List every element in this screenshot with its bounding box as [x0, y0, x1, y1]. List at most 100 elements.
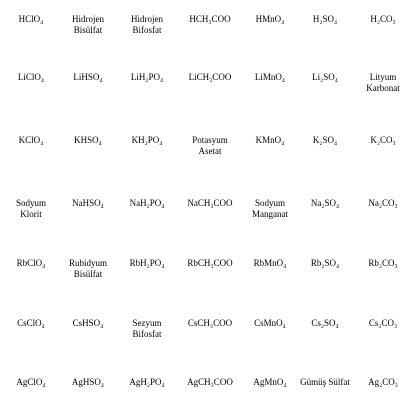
compound-label-line: KMnO₄	[255, 135, 285, 145]
compound-label-line: Bifosfat	[132, 25, 162, 35]
compound-label-line: Hidrojen	[72, 14, 104, 24]
compound-label-line: LiCH₃COO	[188, 72, 232, 82]
compound-cell: H₂SO₄	[297, 14, 353, 25]
compound-label-line: RbCH₃COO	[187, 258, 233, 268]
compound-cell: LiMnO₄	[242, 72, 298, 83]
compound-cell: RbClO₄	[3, 258, 59, 269]
compound-cell: Na₂SO₄	[297, 198, 353, 209]
compound-label-line: Cs₂CO₃	[368, 318, 398, 328]
compound-cell: H₂CO₃	[355, 14, 411, 25]
compound-cell: CsMnO₄	[242, 318, 298, 329]
compound-label-line: KH₂PO₄	[131, 135, 163, 145]
compound-label-line: Asetat	[198, 146, 222, 156]
compound-cell: KMnO₄	[242, 135, 298, 146]
compound-cell: HClO₄	[3, 14, 59, 25]
compound-label-line: HMnO₄	[255, 14, 285, 24]
compound-label-line: Hidrojen	[131, 14, 163, 24]
compound-label-line: RbH₂PO₄	[129, 258, 165, 268]
compound-label-line: Sezyum	[132, 318, 162, 328]
compound-label-line: LiH₂PO₄	[130, 72, 164, 82]
compound-label-line: KClO₄	[18, 135, 44, 145]
compound-label-line: H₂SO₄	[312, 14, 338, 24]
compound-cell: HCH₃COO	[182, 14, 238, 25]
compound-cell: KH₂PO₄	[119, 135, 175, 146]
compound-label-line: AgCH₃COO	[187, 377, 233, 387]
compound-cell: CsHSO₄	[60, 318, 116, 329]
compound-cell: KHSO₄	[60, 135, 116, 146]
compound-label-line: CsClO₄	[17, 318, 45, 328]
compound-label-line: Bisülfat	[73, 25, 103, 35]
compound-label-line: K₂SO₄	[312, 135, 338, 145]
compound-label-line: Cs₂SO₄	[311, 318, 339, 328]
compound-label-line: AgH₂PO₄	[129, 377, 165, 387]
compound-cell: NaHSO₄	[60, 198, 116, 209]
compound-label-line: Na₂CO₃	[368, 198, 398, 208]
compound-cell: Cs₂SO₄	[297, 318, 353, 329]
compound-cell: LiClO₄	[3, 72, 59, 83]
compound-label-line: RbClO₄	[16, 258, 46, 268]
compound-label-line: HClO₄	[18, 14, 44, 24]
compound-cell: Rubidyum Bisülfat	[60, 258, 116, 280]
compound-cell: K₂CO₃	[355, 135, 411, 146]
compound-label-line: HCH₃COO	[189, 14, 231, 24]
compound-cell: Na₂CO₃	[355, 198, 411, 209]
compound-cell: Hidrojen Bifosfat	[119, 14, 175, 36]
compound-cell: AgMnO₄	[242, 377, 298, 388]
compound-label-line: Sodyum	[254, 198, 285, 208]
compound-cell: KClO₄	[3, 135, 59, 146]
compound-cell: NaH₂PO₄	[119, 198, 175, 209]
compound-label-line: AgHSO₄	[71, 377, 105, 387]
compound-label-line: CsMnO₄	[254, 318, 286, 328]
compound-cell: K₂SO₄	[297, 135, 353, 146]
compound-cell: AgClO₄	[3, 377, 59, 388]
compound-cell: CsClO₄	[3, 318, 59, 329]
compound-label-line: Gümüş Sülfat	[300, 377, 350, 387]
compound-cell: RbH₂PO₄	[119, 258, 175, 269]
compound-cell: Sodyum Klorit	[3, 198, 59, 220]
compound-label-line: Rubidyum	[68, 258, 107, 268]
compound-label-line: RbMnO₄	[253, 258, 287, 268]
compound-label-line: Bisülfat	[73, 269, 103, 279]
compound-label-line: Rb₂CO₃	[368, 258, 398, 268]
compound-cell: NaCH₃COO	[182, 198, 238, 209]
compound-cell: Gümüş Sülfat	[297, 377, 353, 388]
compound-cell: Ag₂CO₃	[355, 377, 411, 388]
compound-label-line: LiClO₄	[17, 72, 45, 82]
compound-cell: Rb₂SO₄	[297, 258, 353, 269]
compound-label-line: LiMnO₄	[254, 72, 286, 82]
compound-cell: CsCH₃COO	[182, 318, 238, 329]
compound-label-line: NaCH₃COO	[187, 198, 233, 208]
compound-label-line: Klorit	[20, 209, 42, 219]
compound-cell: Cs₂CO₃	[355, 318, 411, 329]
compound-label-line: K₂CO₃	[370, 135, 396, 145]
compound-cell: Rb₂CO₃	[355, 258, 411, 269]
compound-label-line: Rb₂SO₄	[310, 258, 340, 268]
compound-cell: Sodyum Manganat	[242, 198, 298, 220]
compound-label-line: Manganat	[252, 209, 288, 219]
compound-cell: LiH₂PO₄	[119, 72, 175, 83]
compound-label-line: Karbonat	[366, 83, 400, 93]
compound-cell: LiHSO₄	[60, 72, 116, 83]
compound-label-line: AgClO₄	[16, 377, 46, 387]
compound-label-line: Potasyum	[192, 135, 228, 145]
compound-cell: Lityum Karbonat	[355, 72, 411, 94]
compound-cell: AgH₂PO₄	[119, 377, 175, 388]
compound-cell: LiCH₃COO	[182, 72, 238, 83]
compound-label-line: Lityum	[369, 72, 397, 82]
compound-label-line: KHSO₄	[74, 135, 102, 145]
compound-cell: HMnO₄	[242, 14, 298, 25]
compound-cell: Hidrojen Bisülfat	[60, 14, 116, 36]
compound-label-line: LiHSO₄	[73, 72, 103, 82]
compound-cell: RbMnO₄	[242, 258, 298, 269]
compound-label-line: NaHSO₄	[72, 198, 104, 208]
compound-label-line: Bifosfat	[132, 329, 162, 339]
compound-cell: AgHSO₄	[60, 377, 116, 388]
compound-label-line: CsCH₃COO	[187, 318, 233, 328]
compound-label-line: Na₂SO₄	[310, 198, 340, 208]
compound-cell: AgCH₃COO	[182, 377, 238, 388]
compound-label-line: AgMnO₄	[253, 377, 287, 387]
compound-label-line: NaH₂PO₄	[129, 198, 165, 208]
compound-label-line: Ag₂CO₃	[368, 377, 398, 387]
compound-cell: Sezyum Bifosfat	[119, 318, 175, 340]
